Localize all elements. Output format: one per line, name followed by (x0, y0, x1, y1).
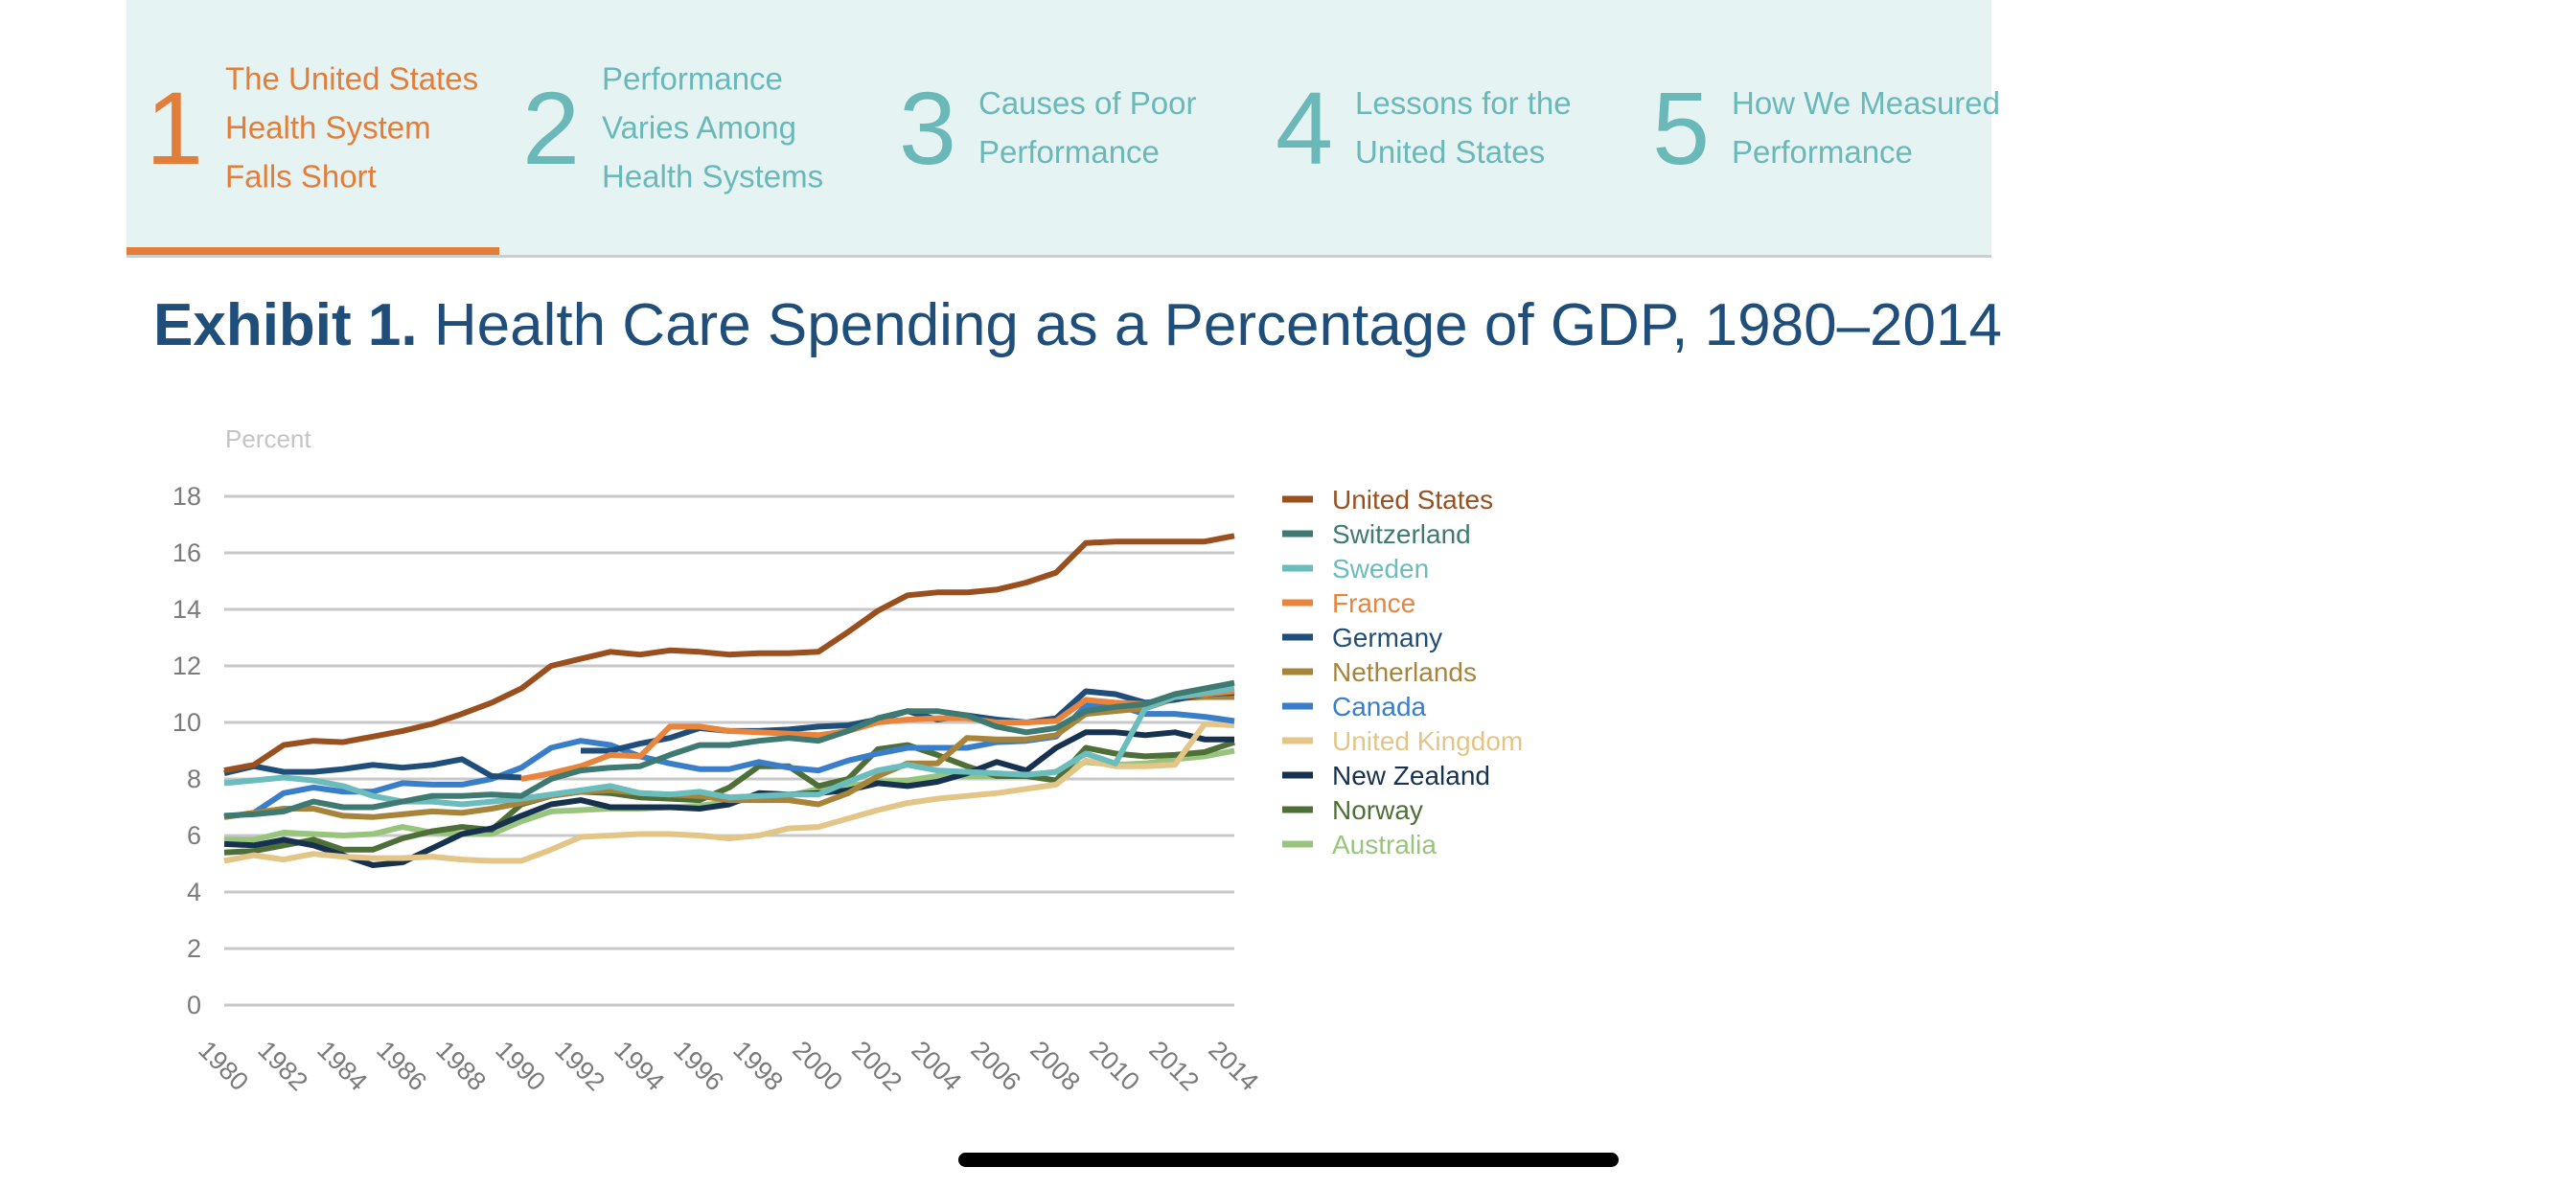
legend-item: Canada (1282, 692, 1427, 721)
y-tick-label: 2 (187, 934, 201, 963)
section-nav: 1 The United States Health System Falls … (126, 0, 2000, 258)
legend-label: United Kingdom (1332, 726, 1523, 756)
legend-label: Canada (1332, 692, 1427, 721)
x-tick-label: 1994 (609, 1036, 670, 1097)
x-axis-ticks: 1980198219841986198819901992199419961998… (193, 1036, 1264, 1097)
x-tick-label: 2004 (906, 1036, 967, 1097)
legend-label: Sweden (1332, 554, 1429, 584)
legend-item: Sweden (1282, 554, 1429, 584)
x-tick-label: 1988 (430, 1036, 492, 1097)
x-tick-label: 2014 (1203, 1036, 1264, 1097)
legend-item: France (1282, 588, 1415, 618)
tab-section-5[interactable]: 5 How We Measured Performance (1633, 0, 2010, 255)
x-tick-label: 2002 (846, 1036, 908, 1097)
legend-label: Netherlands (1332, 657, 1477, 687)
series-line-france (520, 688, 1235, 782)
series-line-united-states (223, 533, 1235, 774)
legend-label: Germany (1332, 623, 1442, 652)
tab-label: Lessons for the United States (1355, 85, 1572, 170)
exhibit-label: Exhibit 1. (153, 292, 418, 358)
y-tick-label: 18 (172, 482, 201, 511)
x-tick-label: 2006 (965, 1036, 1026, 1097)
y-axis-ticks: 0 2 4 6 8 10 12 14 16 18 (172, 482, 201, 1019)
y-tick-label: 6 (187, 821, 201, 850)
x-tick-label: 1986 (371, 1036, 432, 1097)
legend-label: United States (1332, 485, 1493, 515)
x-tick-label: 1992 (549, 1036, 610, 1097)
y-tick-label: 4 (187, 878, 201, 906)
x-tick-label: 2000 (787, 1036, 848, 1097)
tab-label: Performance Varies Among Health Systems (602, 60, 824, 195)
legend-item: Germany (1282, 623, 1442, 652)
tab-number: 5 (1652, 70, 1711, 186)
legend-label: New Zealand (1332, 761, 1490, 790)
exhibit-title-text: Health Care Spending as a Percentage of … (433, 292, 2002, 358)
tab-label: The United States Health System Falls Sh… (225, 60, 479, 195)
tab-label: Causes of Poor Performance (978, 85, 1197, 170)
y-tick-label: 14 (172, 595, 201, 624)
series-line-germany (223, 756, 522, 781)
y-tick-label: 10 (172, 708, 201, 737)
tab-number: 3 (899, 70, 957, 186)
legend-label: Switzerland (1332, 519, 1471, 549)
series-line-united-kingdom (223, 721, 1235, 864)
legend-item: Netherlands (1282, 657, 1477, 687)
tab-section-1[interactable]: 1 The United States Health System Falls … (126, 0, 503, 255)
x-tick-label: 2008 (1024, 1036, 1086, 1097)
x-tick-label: 1996 (668, 1036, 729, 1097)
legend-label: France (1332, 588, 1415, 618)
x-tick-label: 1990 (490, 1036, 551, 1097)
x-tick-label: 1980 (193, 1036, 254, 1097)
series-line-norway (223, 739, 1235, 856)
legend-item: United States (1282, 485, 1493, 515)
tab-label: How We Measured Performance (1732, 85, 2001, 170)
legend-label: Australia (1332, 830, 1437, 859)
series-line-switzerland (223, 679, 1235, 819)
x-tick-label: 1982 (252, 1036, 313, 1097)
y-axis-label: Percent (225, 424, 311, 453)
series-lines (223, 533, 1235, 868)
x-tick-label: 2012 (1143, 1036, 1205, 1097)
home-indicator[interactable] (958, 1153, 1619, 1167)
active-tab-indicator (126, 247, 499, 255)
tab-section-4[interactable]: 4 Lessons for the United States (1256, 0, 1633, 255)
legend-item: Switzerland (1282, 519, 1471, 549)
legend-label: Norway (1332, 795, 1423, 825)
y-tick-label: 0 (187, 991, 201, 1019)
x-tick-label: 2010 (1084, 1036, 1145, 1097)
tab-number: 2 (522, 70, 581, 186)
tab-number: 4 (1276, 70, 1334, 186)
legend-item: United Kingdom (1282, 726, 1523, 756)
y-tick-label: 12 (172, 652, 201, 680)
series-line-sweden (223, 685, 1235, 808)
y-tick-label: 16 (172, 538, 201, 567)
legend-item: Australia (1282, 830, 1437, 859)
y-tick-label: 8 (187, 765, 201, 793)
x-tick-label: 1984 (311, 1036, 373, 1097)
legend: United States Switzerland Sweden France Germ… (1282, 485, 1523, 859)
tab-number: 1 (146, 70, 204, 186)
series-line-new-zealand (223, 729, 1234, 868)
x-tick-label: 1998 (727, 1036, 789, 1097)
exhibit-title: Exhibit 1. Health Care Spending as a Per… (153, 287, 2002, 364)
legend-item: New Zealand (1282, 761, 1490, 790)
tab-section-2[interactable]: 2 Performance Varies Among Health System… (503, 0, 880, 255)
tab-section-3[interactable]: 3 Causes of Poor Performance (880, 0, 1256, 255)
legend-item: Norway (1282, 795, 1423, 825)
